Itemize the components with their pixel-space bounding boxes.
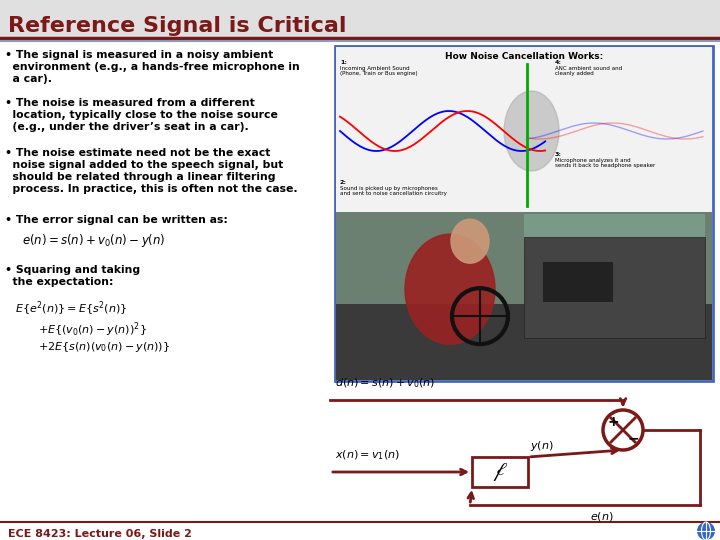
Text: $y(n)$: $y(n)$ (530, 439, 554, 453)
Bar (524, 214, 706, 251)
Text: (e.g., under the driver’s seat in a car).: (e.g., under the driver’s seat in a car)… (5, 122, 248, 132)
Bar (0, 0, 720, 38)
Text: environment (e.g., a hands-free microphone in: environment (e.g., a hands-free micropho… (5, 62, 300, 72)
Text: cleanly added: cleanly added (555, 71, 594, 76)
Text: Sound is picked up by microphones: Sound is picked up by microphones (340, 186, 438, 191)
Bar (336, 305, 712, 380)
Text: Incoming Ambient Sound: Incoming Ambient Sound (340, 66, 410, 71)
Text: 4:: 4: (555, 60, 562, 65)
Text: $+ 2E\{s(n)(v_0(n) - y(n))\}$: $+ 2E\{s(n)(v_0(n) - y(n))\}$ (38, 340, 170, 354)
Text: • The signal is measured in a noisy ambient: • The signal is measured in a noisy ambi… (5, 50, 274, 60)
Circle shape (697, 522, 715, 540)
Text: ECE 8423: Lecture 06, Slide 2: ECE 8423: Lecture 06, Slide 2 (8, 529, 192, 539)
Bar (472, 457, 528, 487)
Text: Microphone analyzes it and: Microphone analyzes it and (555, 158, 631, 163)
Bar (336, 47, 712, 212)
Text: −: − (627, 431, 639, 445)
Text: (Phone, Train or Bus engine): (Phone, Train or Bus engine) (340, 71, 418, 76)
Ellipse shape (504, 91, 559, 171)
Text: should be related through a linear filtering: should be related through a linear filte… (5, 172, 276, 182)
Bar (524, 237, 706, 338)
Text: the expectation:: the expectation: (5, 277, 114, 287)
Bar (336, 212, 712, 380)
Text: $e(n) = s(n) + v_0(n) - y(n)$: $e(n) = s(n) + v_0(n) - y(n)$ (22, 232, 166, 249)
Text: sends it back to headphone speaker: sends it back to headphone speaker (555, 163, 655, 168)
Text: $x(n) = v_1(n)$: $x(n) = v_1(n)$ (335, 448, 400, 462)
Text: process. In practice, this is often not the case.: process. In practice, this is often not … (5, 184, 297, 194)
Text: $d(n) = s(n) + v_0(n)$: $d(n) = s(n) + v_0(n)$ (335, 376, 436, 390)
Text: 2:: 2: (340, 180, 347, 185)
Bar (335, 46, 713, 381)
Bar (543, 262, 613, 302)
Circle shape (603, 410, 643, 450)
Text: ANC ambient sound and: ANC ambient sound and (555, 66, 622, 71)
Text: 1:: 1: (340, 60, 347, 65)
Ellipse shape (405, 234, 495, 344)
Text: • The noise estimate need not be the exact: • The noise estimate need not be the exa… (5, 148, 271, 158)
Text: Reference Signal is Critical: Reference Signal is Critical (8, 16, 346, 36)
Text: and sent to noise cancellation circuitry: and sent to noise cancellation circuitry (340, 191, 447, 196)
Text: $+ E\{(v_0(n) - y(n))^2\}$: $+ E\{(v_0(n) - y(n))^2\}$ (38, 320, 147, 339)
Text: 3:: 3: (555, 152, 562, 157)
Text: • The noise is measured from a different: • The noise is measured from a different (5, 98, 255, 108)
Ellipse shape (451, 219, 489, 263)
Text: $e(n)$: $e(n)$ (590, 510, 613, 523)
Text: $\mathscr{f}$: $\mathscr{f}$ (492, 461, 508, 483)
Text: • The error signal can be written as:: • The error signal can be written as: (5, 215, 228, 225)
Text: • Squaring and taking: • Squaring and taking (5, 265, 140, 275)
Text: +: + (607, 415, 618, 429)
Text: $E\{e^2(n)\} = E\{s^2(n)\}$: $E\{e^2(n)\} = E\{s^2(n)\}$ (15, 300, 127, 319)
Text: How Noise Cancellation Works:: How Noise Cancellation Works: (445, 52, 603, 61)
Text: location, typically close to the noise source: location, typically close to the noise s… (5, 110, 278, 120)
Text: noise signal added to the speech signal, but: noise signal added to the speech signal,… (5, 160, 283, 170)
Text: a car).: a car). (5, 74, 52, 84)
